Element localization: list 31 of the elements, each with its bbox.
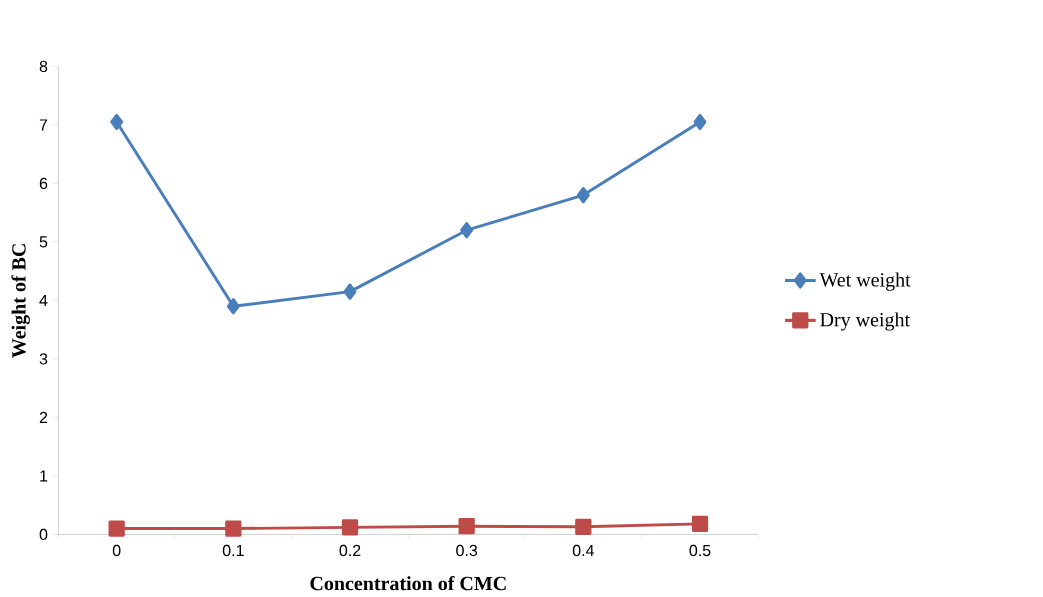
y-tick-label: 7 <box>39 119 48 131</box>
x-tick-label: 0.2 <box>339 544 361 557</box>
x-tick-label: 0.5 <box>689 544 711 557</box>
point <box>225 520 242 537</box>
legend-label: Dry weight <box>820 312 910 331</box>
x-tick-label: 0 <box>112 544 121 557</box>
point <box>460 222 474 239</box>
y-tick-label: 0 <box>39 528 48 541</box>
x-tick-label: 0.3 <box>456 544 478 557</box>
point <box>575 518 592 535</box>
y-axis-title: Weight of BC <box>11 244 30 358</box>
point <box>108 520 125 537</box>
y-tick-label: 5 <box>39 236 48 248</box>
point <box>691 515 709 533</box>
y-tick-label: 1 <box>40 470 48 482</box>
point <box>110 113 124 131</box>
point <box>343 283 357 300</box>
y-tick-label: 8 <box>39 60 48 73</box>
x-tick-label: 0.1 <box>222 544 244 557</box>
legend-label: Wet weight <box>819 272 911 291</box>
point <box>226 298 240 315</box>
point <box>458 518 475 535</box>
y-tick-label: 6 <box>39 177 48 190</box>
x-axis-title: Concentration of CMC <box>310 575 506 591</box>
point <box>576 186 590 204</box>
y-tick-label: 4 <box>39 294 48 306</box>
y-tick-label: 3 <box>39 353 48 365</box>
y-tick-label: 2 <box>39 411 48 423</box>
x-tick-label: 0.4 <box>572 544 594 557</box>
point <box>341 519 359 536</box>
point <box>693 113 707 131</box>
